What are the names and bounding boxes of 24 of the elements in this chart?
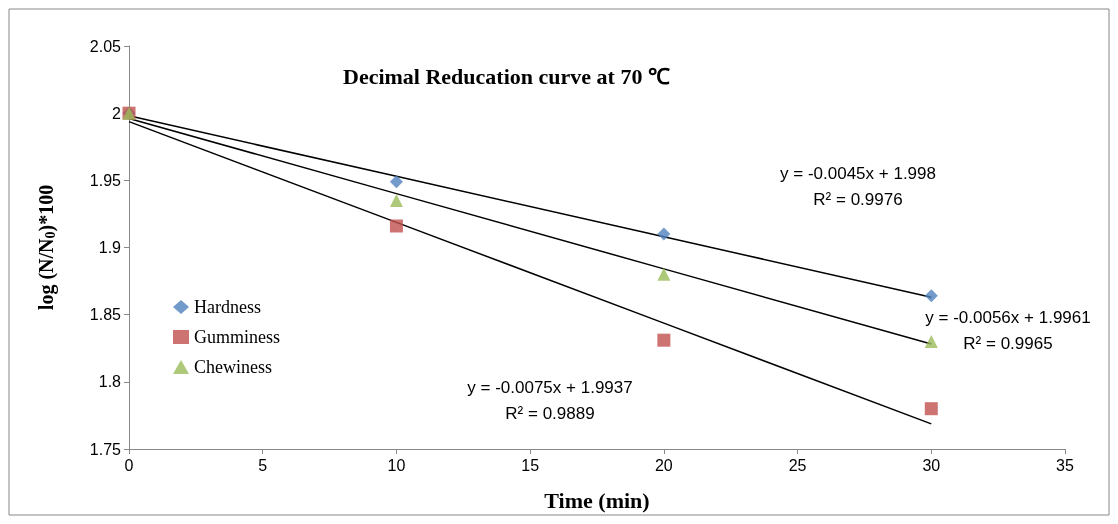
- annotation: y = -0.0075x + 1.9937 R² = 0.9889: [467, 377, 633, 423]
- legend-label: Chewiness: [194, 357, 272, 377]
- x-tick-label: 0: [124, 456, 134, 474]
- y-tick-label: 1.9: [98, 239, 122, 256]
- x-axis-title: Time (min): [544, 487, 650, 513]
- y-tick-label: 2.05: [89, 37, 122, 55]
- y-tick-label: 2: [112, 104, 122, 122]
- text: Decimal Reducation curve at 70 ℃: [343, 63, 670, 89]
- x-tick-label: 30: [922, 456, 941, 474]
- y-axis-title: log (N/N0)*100: [35, 184, 58, 311]
- x-tick-label: 15: [521, 456, 540, 474]
- annotation: y = -0.0056x + 1.9961 R² = 0.9965: [925, 307, 1091, 353]
- x-tick-label: 25: [788, 456, 807, 474]
- legend-label: Hardness: [194, 297, 261, 317]
- legend-label: Gumminess: [194, 327, 281, 347]
- y-tick-label: 1.8: [98, 373, 122, 391]
- y-tick-label: 1.85: [89, 306, 122, 324]
- y-tick-label: 1.75: [89, 440, 122, 458]
- y-tick-label: 1.95: [89, 171, 122, 189]
- x-tick-label: 10: [387, 456, 406, 474]
- x-tick-label: 20: [654, 456, 673, 474]
- x-tick-label: 35: [1056, 456, 1074, 474]
- annotation: y = -0.0045x + 1.998 R² = 0.9976: [780, 163, 936, 209]
- x-tick-label: 5: [258, 456, 268, 474]
